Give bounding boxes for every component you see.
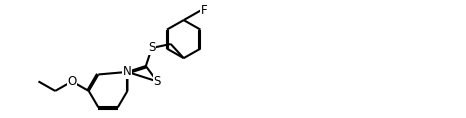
- Text: S: S: [148, 41, 156, 55]
- Text: S: S: [153, 75, 161, 88]
- Text: O: O: [68, 75, 76, 88]
- Text: N: N: [123, 65, 132, 78]
- Text: F: F: [200, 4, 207, 17]
